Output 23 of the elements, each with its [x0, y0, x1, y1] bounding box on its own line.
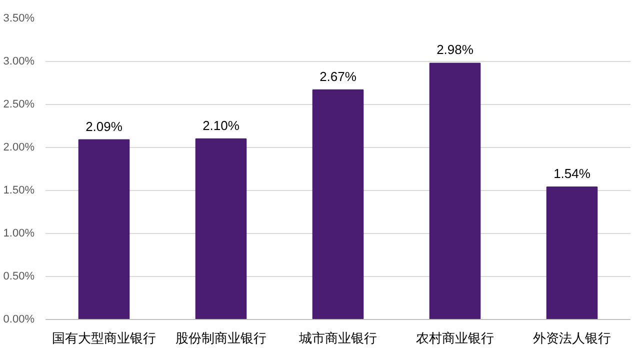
- data-label: 2.10%: [202, 118, 240, 133]
- data-label: 2.09%: [86, 118, 123, 134]
- y-tick-label: 0.50%: [3, 270, 35, 282]
- y-tick-label: 2.50%: [3, 98, 35, 110]
- bar: [546, 186, 598, 320]
- data-label: 1.54%: [554, 166, 591, 182]
- x-tick-label: 国有大型商业银行: [52, 330, 156, 346]
- x-tick-label: 外资法人银行: [533, 330, 611, 346]
- y-tick-label: 0.00%: [3, 314, 35, 326]
- data-label: 2.67%: [320, 68, 357, 84]
- x-tick-label: 股份制商业银行: [176, 330, 266, 346]
- y-tick-label: 3.50%: [3, 12, 35, 24]
- x-tick-label: 农村商业银行: [416, 330, 494, 346]
- bar: [195, 138, 247, 320]
- y-tick-label: 1.50%: [3, 184, 35, 196]
- x-tick-label: 城市商业银行: [298, 330, 377, 346]
- y-tick-label: 3.00%: [3, 56, 35, 68]
- bar: [429, 62, 481, 320]
- y-tick-label: 2.00%: [3, 142, 35, 154]
- data-label: 2.98%: [436, 42, 474, 58]
- y-tick-label: 1.00%: [3, 228, 35, 240]
- bar: [78, 139, 130, 320]
- bar: [312, 89, 364, 320]
